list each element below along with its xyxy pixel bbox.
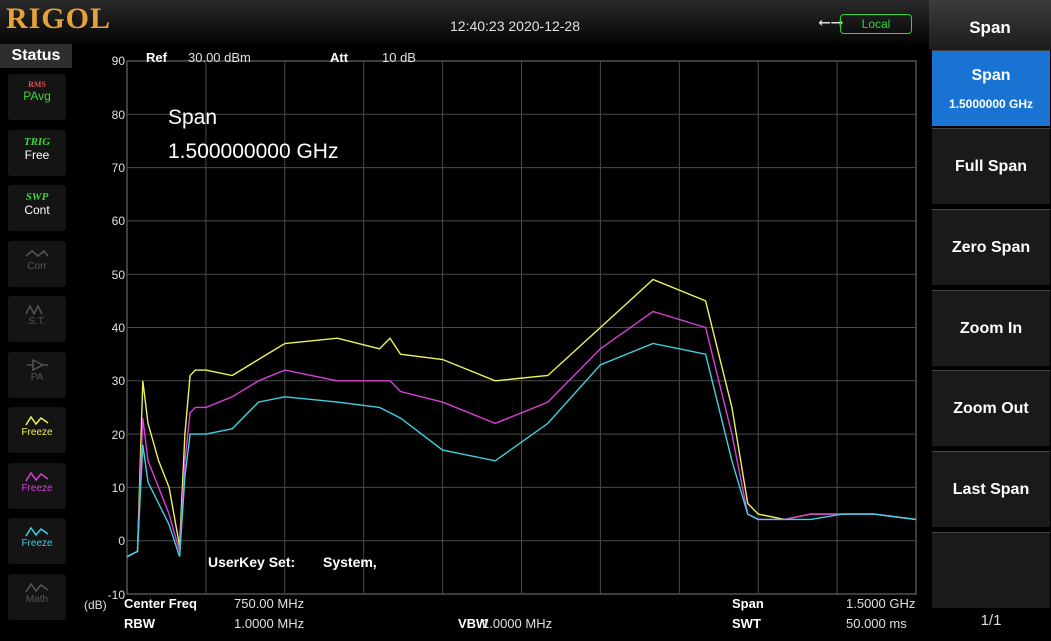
y-tick: 80 bbox=[111, 108, 125, 122]
swt-label: SWT bbox=[732, 616, 761, 631]
y-tick: 20 bbox=[111, 428, 125, 442]
span-label: Span bbox=[732, 596, 764, 611]
menu-title: Span bbox=[929, 0, 1051, 50]
vbw-label: VBW bbox=[458, 616, 489, 631]
y-tick: -10 bbox=[107, 588, 125, 602]
status-trace1-freeze[interactable]: Freeze bbox=[8, 407, 66, 453]
tracking-icon bbox=[25, 304, 43, 316]
att-value[interactable]: 10 dB bbox=[382, 50, 416, 65]
y-tick: 10 bbox=[111, 481, 125, 495]
att-label: Att bbox=[330, 50, 349, 65]
y-unit: (dB) bbox=[84, 598, 107, 612]
empty-softkey[interactable] bbox=[932, 532, 1050, 608]
traces bbox=[126, 278, 917, 558]
corr-icon bbox=[25, 249, 49, 257]
y-tick: 40 bbox=[111, 321, 125, 335]
status-st[interactable]: S.T. bbox=[8, 296, 66, 342]
span-softkey-label: Span bbox=[971, 66, 1011, 84]
status-trace2-freeze[interactable]: Freeze bbox=[8, 463, 66, 509]
ref-label: Ref bbox=[146, 50, 167, 65]
zoom-out-softkey[interactable]: Zoom Out bbox=[932, 370, 1050, 446]
rigol-logo: RIGOL bbox=[6, 2, 112, 35]
status-pa[interactable]: PA bbox=[8, 352, 66, 398]
usb-icon: ⭠⭢ bbox=[818, 14, 844, 31]
y-tick: 90 bbox=[111, 54, 125, 68]
status-pavg[interactable]: RMS PAvg bbox=[8, 74, 66, 120]
amplifier-icon bbox=[27, 358, 48, 372]
span-overlay-value: 1.500000000 GHz bbox=[168, 140, 339, 163]
center-freq-label: Center Freq bbox=[124, 596, 197, 611]
status-corr[interactable]: Corr bbox=[8, 241, 66, 287]
span-softkey-value: 1.5000000 GHz bbox=[948, 96, 1034, 111]
full-span-softkey[interactable]: Full Span bbox=[932, 128, 1050, 204]
rbw-value[interactable]: 1.0000 MHz bbox=[234, 616, 305, 631]
zero-span-softkey[interactable]: Zero Span bbox=[932, 209, 1050, 285]
softkey-menu: Span Span 1.5000000 GHz Full Span Zero S… bbox=[929, 0, 1051, 641]
y-tick: 30 bbox=[111, 374, 125, 388]
status-math[interactable]: Math bbox=[8, 574, 66, 620]
y-tick: 70 bbox=[111, 161, 125, 175]
last-span-softkey[interactable]: Last Span bbox=[932, 451, 1050, 527]
status-title: Status bbox=[0, 44, 72, 68]
status-swp[interactable]: SWP Cont bbox=[8, 185, 66, 231]
vbw-value[interactable]: 1.0000 MHz bbox=[482, 616, 553, 631]
span-softkey[interactable]: Span 1.5000000 GHz bbox=[932, 50, 1050, 126]
top-bar: RIGOL 12:40:23 2020-12-28 ⭠⭢ Local bbox=[0, 0, 929, 44]
status-trig[interactable]: TRIG Free bbox=[8, 130, 66, 176]
datetime: 12:40:23 2020-12-28 bbox=[450, 18, 580, 34]
spectrum-plot-area: Ref 30.00 dBm Att 10 dB Span 1.500000000… bbox=[72, 44, 929, 641]
rbw-label: RBW bbox=[124, 616, 156, 631]
ref-value[interactable]: 30.00 dBm bbox=[188, 50, 251, 65]
y-tick: 0 bbox=[118, 534, 125, 548]
trace-yellow-icon bbox=[25, 415, 49, 426]
local-badge[interactable]: Local bbox=[840, 14, 912, 34]
spectrum-plot[interactable] bbox=[72, 44, 929, 641]
status-panel: Status RMS PAvg TRIG Free SWP Cont Corr … bbox=[0, 44, 72, 641]
y-tick: 60 bbox=[111, 214, 125, 228]
userkey-value: System, bbox=[323, 554, 377, 570]
zoom-in-softkey[interactable]: Zoom In bbox=[932, 290, 1050, 366]
swt-value[interactable]: 50.000 ms bbox=[846, 616, 907, 631]
span-value[interactable]: 1.5000 GHz bbox=[846, 596, 916, 611]
userkey-label: UserKey Set: bbox=[208, 554, 296, 570]
trace-cyan bbox=[126, 342, 917, 558]
math-icon bbox=[25, 582, 49, 593]
trace-magenta-icon bbox=[25, 471, 49, 482]
status-trace3-freeze[interactable]: Freeze bbox=[8, 518, 66, 564]
page-indicator: 1/1 bbox=[980, 612, 1002, 629]
span-overlay-title: Span bbox=[168, 106, 218, 129]
trace-cyan-icon bbox=[25, 526, 49, 537]
trace-yellow bbox=[126, 278, 917, 558]
y-tick: 50 bbox=[111, 268, 125, 282]
center-freq-value[interactable]: 750.00 MHz bbox=[234, 596, 305, 611]
